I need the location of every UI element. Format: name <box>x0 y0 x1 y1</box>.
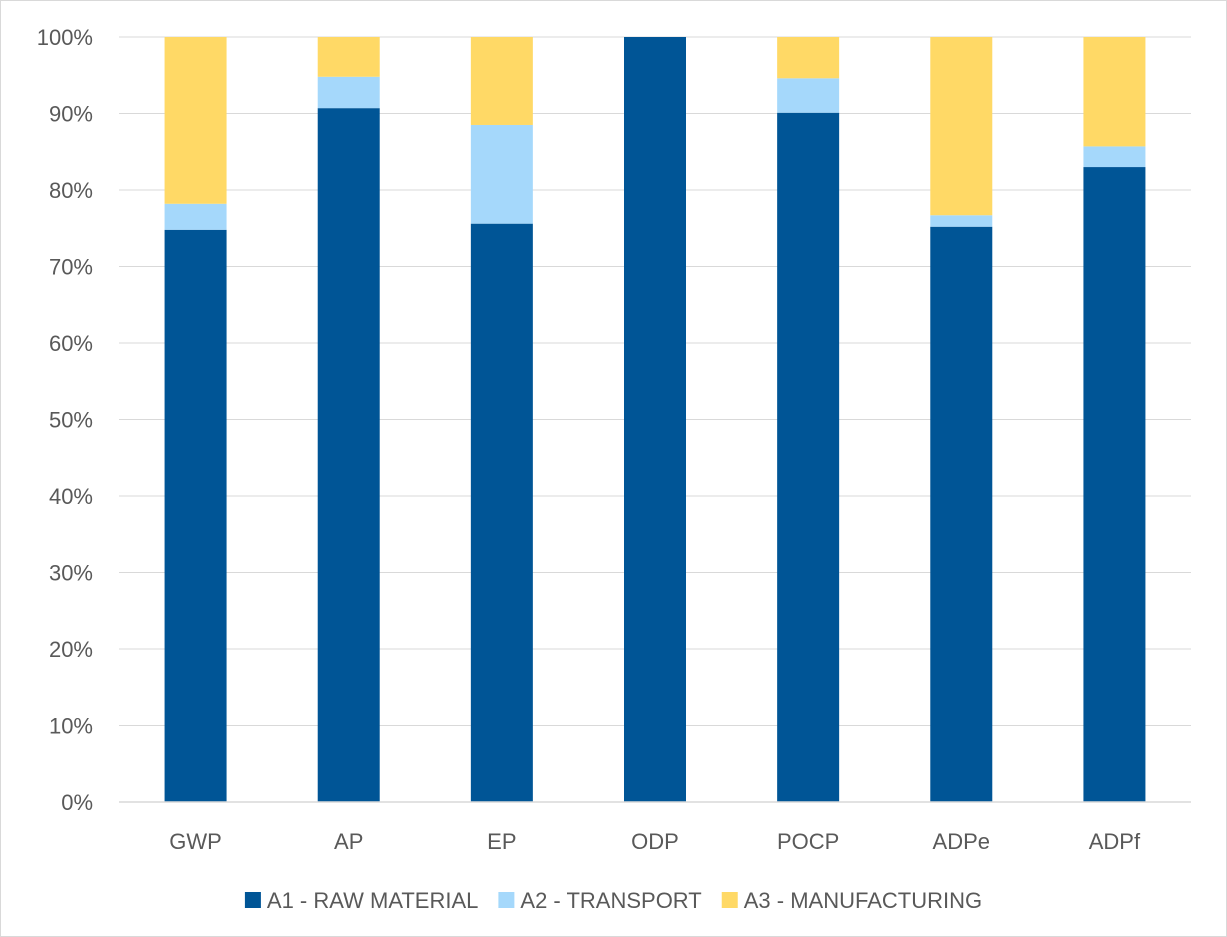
x-tick-label-adpf: ADPf <box>1089 829 1141 854</box>
bar-ep-a1 <box>470 223 533 802</box>
y-tick-label: 20% <box>49 637 93 662</box>
bar-adpe-a3 <box>930 37 993 216</box>
bars <box>164 37 1146 803</box>
bar-gwp-a2 <box>164 203 227 230</box>
legend-label: A2 - TRANSPORT <box>520 888 701 913</box>
y-tick-label: 90% <box>49 102 93 127</box>
axes: 0% 10% 20% 30% 40% 50% 60% 70% 80% 90% 100% GWP AP EP… <box>37 25 1191 854</box>
bar-ap-a3 <box>317 37 380 77</box>
legend-item-a2: A2 - TRANSPORT <box>498 888 702 913</box>
y-tick-label: 0% <box>61 790 93 815</box>
bar-pocp-a2 <box>777 78 840 113</box>
bar-adpe-a2 <box>930 215 993 227</box>
y-tick-label: 30% <box>49 561 93 586</box>
bar-gwp-a1 <box>164 229 227 802</box>
bar-pocp-a3 <box>777 37 840 79</box>
y-tick-label: 100% <box>37 25 93 50</box>
bar-adpf-a2 <box>1083 146 1146 168</box>
y-tick-label: 10% <box>49 714 93 739</box>
bar-adpf-a3 <box>1083 37 1146 147</box>
legend-swatch <box>244 892 261 908</box>
x-tick-label-odp: ODP <box>631 829 679 854</box>
bar-ep-a2 <box>470 124 533 224</box>
y-tick-label: 60% <box>49 331 93 356</box>
legend-label: A1 - RAW MATERIAL <box>267 888 478 913</box>
bar-adpf-a1 <box>1083 167 1146 803</box>
bar-odp-a1 <box>624 37 686 802</box>
legend-swatch <box>721 892 738 908</box>
legend: A1 - RAW MATERIAL A2 - TRANSPORT A3 - MANU… <box>244 888 982 913</box>
x-tick-label-ep: EP <box>487 829 516 854</box>
x-tick-label-gwp: GWP <box>169 829 222 854</box>
y-tick-label: 80% <box>49 178 93 203</box>
legend-item-a3: A3 - MANUFACTURING <box>721 888 982 913</box>
x-tick-label-adpe: ADPe <box>933 829 990 854</box>
bar-adpe-a1 <box>930 226 993 803</box>
bar-pocp-a1 <box>777 112 840 803</box>
bar-ap-a1 <box>317 108 380 802</box>
bar-gwp-a3 <box>164 37 227 204</box>
y-tick-label: 70% <box>49 255 93 280</box>
y-tick-label: 50% <box>49 408 93 433</box>
bar-ap-a2 <box>317 76 380 109</box>
x-tick-label-ap: AP <box>334 829 363 854</box>
bar-ep-a3 <box>470 37 533 125</box>
y-tick-label: 40% <box>49 484 93 509</box>
legend-item-a1: A1 - RAW MATERIAL <box>244 888 478 913</box>
legend-swatch <box>498 892 515 908</box>
legend-label: A3 - MANUFACTURING <box>744 888 982 913</box>
x-tick-label-pocp: POCP <box>777 829 839 854</box>
